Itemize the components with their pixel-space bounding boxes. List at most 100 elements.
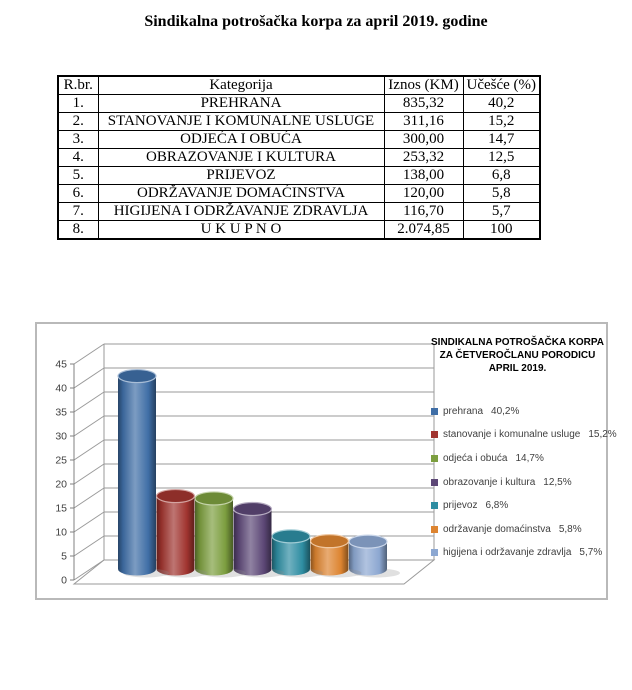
legend-marker — [431, 478, 438, 486]
row-share: 100 — [462, 220, 541, 240]
table-row: 1. PREHRANA 835,32 40,2 — [57, 94, 541, 113]
bar-chart: 0 5 10 15 20 25 30 35 40 45 SINDIKALNA POTROŠAČKA… — [35, 322, 617, 600]
legend-label: higijena i održavanje zdravlja — [443, 547, 572, 559]
row-category: ODJEĆA I OBUĆA — [97, 130, 385, 149]
legend-item: prehrana 40,2% — [431, 400, 604, 424]
bar-top — [117, 368, 157, 384]
table-row: 4. OBRAZOVANJE I KULTURA 253,32 12,5 — [57, 148, 541, 167]
chart-canvas: 0 5 10 15 20 25 30 35 40 45 — [55, 343, 436, 587]
gridline-diagonal — [73, 535, 105, 557]
col-header-iznos: Iznos (KM) — [383, 75, 464, 95]
legend-item: održavanje domaćinstva 5,8% — [431, 518, 604, 542]
bar-body — [156, 489, 195, 576]
bar-top — [271, 529, 311, 544]
chart-legend: SINDIKALNA POTROŠAČKA KORPA ZA ČETVEROČLA… — [431, 336, 617, 565]
row-share: 5,7 — [462, 202, 541, 221]
row-category: HIGIJENA I ODRŽAVANJE ZDRAVLJA — [97, 202, 385, 221]
row-amount: 120,00 — [383, 184, 464, 203]
legend-item: odjeća i obuća 14,7% — [431, 447, 604, 471]
row-amount: 253,32 — [383, 148, 464, 167]
table-row-total: 8. U K U P N O 2.074,85 100 — [57, 220, 541, 240]
bar-cylinder-1 — [117, 368, 169, 578]
bar-top — [348, 534, 388, 549]
row-share: 5,8 — [462, 184, 541, 203]
y-axis-tick-label: 10 — [55, 527, 67, 539]
legend-marker — [431, 431, 438, 439]
bar-cylinder-5 — [271, 529, 323, 578]
legend-value: 15,2% — [588, 429, 617, 441]
legend-title-line: SINDIKALNA POTROŠAČKA KORPA — [431, 337, 604, 348]
legend-label: prehrana — [443, 405, 484, 417]
row-amount: 311,16 — [383, 112, 464, 131]
gridline-diagonal — [73, 463, 105, 485]
gridline-diagonal — [73, 439, 105, 461]
bar-top — [309, 534, 350, 549]
bar-body — [118, 369, 156, 576]
legend-label: održavanje domaćinstva — [443, 523, 551, 535]
gridline-diagonal — [73, 511, 105, 533]
col-header-rbr: R.br. — [57, 75, 99, 95]
row-num: 2. — [57, 112, 99, 131]
legend-label: odjeća i obuća — [443, 453, 508, 465]
legend-value: 14,7% — [515, 453, 544, 465]
row-share: 15,2 — [462, 112, 541, 131]
legend-title-line: ZA ČETVEROČLANU PORODICU — [439, 350, 596, 362]
bar-cylinder-6 — [309, 534, 362, 578]
legend-value: 40,2% — [491, 405, 520, 417]
row-num: 4. — [57, 148, 99, 167]
legend-label: prijevoz — [443, 500, 478, 512]
legend-marker — [431, 407, 438, 415]
table-header-row: R.br. Kategorija Iznos (KM) Učešće (%) — [57, 75, 541, 95]
consumer-basket-table: R.br. Kategorija Iznos (KM) Učešće (%) 1… — [57, 75, 542, 240]
legend-marker — [431, 525, 438, 533]
gridline-diagonal — [73, 367, 105, 389]
legend-item: higijena i održavanje zdravlja 5,7% — [431, 541, 604, 565]
row-share: 6,8 — [462, 166, 541, 185]
legend-value: 5,7% — [579, 547, 603, 559]
y-axis-tick-label: 0 — [61, 575, 67, 587]
y-axis-tick-label: 15 — [55, 503, 67, 515]
col-header-kategorija: Kategorija — [97, 75, 385, 95]
legend-item: obrazovanje i kultura 12,5% — [431, 470, 604, 494]
y-axis-tick-label: 25 — [55, 455, 67, 467]
table-row: 5. PRIJEVOZ 138,00 6,8 — [57, 166, 541, 185]
legend-list: prehrana 40,2% stanovanje i komunalne uslu… — [431, 400, 617, 565]
legend-value: 6,8% — [485, 500, 509, 512]
row-amount: 138,00 — [383, 166, 464, 185]
row-category: STANOVANJE I KOMUNALNE USLUGE — [97, 112, 385, 131]
legend-item: prijevoz 6,8% — [431, 494, 604, 518]
y-axis-tick-label: 30 — [55, 431, 67, 443]
row-share: 12,5 — [462, 148, 541, 167]
row-num: 8. — [57, 220, 99, 240]
chart-legend-title: SINDIKALNA POTROŠAČKA KORPA ZA ČETVEROČLA… — [431, 336, 604, 376]
row-category: U K U P N O — [97, 220, 385, 240]
y-axis-tick-label: 35 — [55, 407, 67, 419]
bar-top — [194, 491, 234, 506]
legend-marker — [431, 549, 438, 557]
row-amount: 835,32 — [383, 94, 464, 113]
row-amount: 300,00 — [383, 130, 464, 149]
gridline-diagonal — [73, 343, 105, 365]
legend-item: stanovanje i komunalne usluge 15,2% — [431, 423, 617, 447]
col-header-ucesce: Učešće (%) — [462, 75, 541, 95]
table-row: 6. ODRŽAVANJE DOMAĆINSTVA 120,00 5,8 — [57, 184, 541, 203]
bar-cylinder-7 — [348, 534, 400, 578]
gridline-diagonal — [73, 487, 105, 509]
row-category: ODRŽAVANJE DOMAĆINSTVA — [97, 184, 385, 203]
bar-body — [195, 491, 233, 576]
row-share: 14,7 — [462, 130, 541, 149]
bar-cylinder-4 — [232, 501, 285, 578]
legend-title-line: APRIL 2019. — [488, 363, 547, 375]
row-num: 5. — [57, 166, 99, 185]
bar-cylinder-2 — [155, 488, 208, 578]
row-num: 1. — [57, 94, 99, 113]
table-row: 2. STANOVANJE I KOMUNALNE USLUGE 311,16 … — [57, 112, 541, 131]
page-title: Sindikalna potrošačka korpa za april 201… — [144, 13, 488, 30]
legend-marker — [431, 455, 438, 463]
row-num: 7. — [57, 202, 99, 221]
row-share: 40,2 — [462, 94, 541, 113]
legend-value: 5,8% — [558, 523, 582, 535]
table-row: 3. ODJEĆA I OBUĆA 300,00 14,7 — [57, 130, 541, 149]
table-row: 7. HIGIJENA I ODRŽAVANJE ZDRAVLJA 116,70… — [57, 202, 541, 221]
